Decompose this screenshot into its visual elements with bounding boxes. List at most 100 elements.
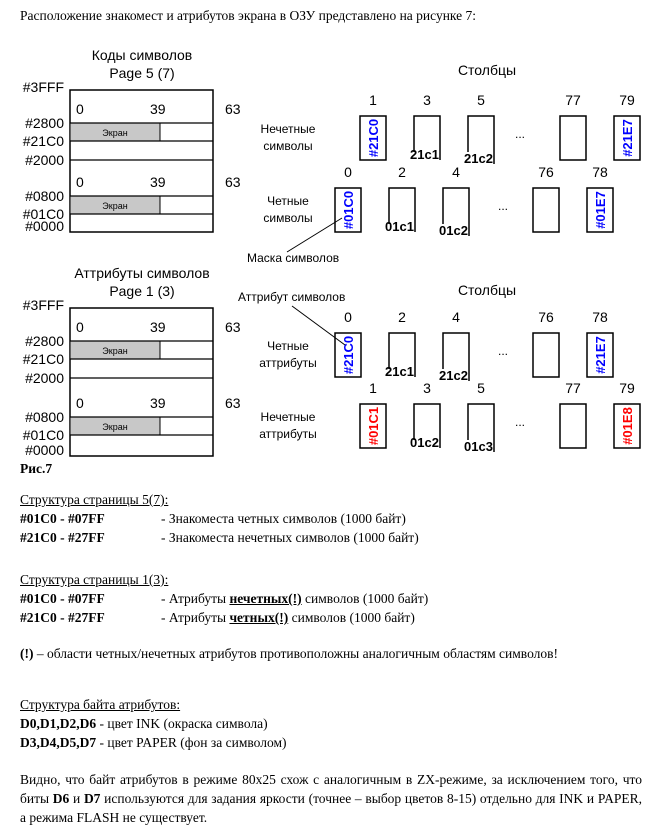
char-cell: [559, 115, 587, 161]
char-cell: [559, 403, 587, 449]
cell-address: #01E8: [620, 407, 635, 445]
cell-address: #01C0: [341, 191, 356, 229]
range-description-end: символов (1000 байт): [301, 591, 429, 606]
memory-map-title: Коды символов: [92, 47, 193, 63]
column-number: 4: [452, 309, 460, 325]
char-cell: [334, 187, 362, 233]
column-index: 63: [225, 319, 241, 335]
column-number: 2: [398, 309, 406, 325]
address-label: #3FFF: [23, 297, 64, 313]
cell-address-offset: 01c1: [385, 219, 414, 234]
column-number: 1: [369, 380, 377, 396]
cell-address-offset: 21c2: [464, 151, 493, 166]
callout-label: Аттрибут символов: [238, 290, 345, 304]
column-number: 77: [565, 92, 581, 108]
memory-map-title: Аттрибуты символов: [74, 265, 209, 281]
column-number: 0: [344, 164, 352, 180]
bit-name: D6: [52, 791, 70, 806]
columns-header: Столбцы: [458, 282, 516, 298]
column-number: 3: [423, 380, 431, 396]
emphasis: четных(!): [229, 610, 289, 625]
note-text: – области четных/нечетных атрибутов прот…: [33, 646, 559, 661]
cell-address: #21C0: [366, 119, 381, 157]
figure-7-diagram: Коды символов Page 5 (7) #3FFF 0 39 63 Экран #2…: [23, 47, 641, 458]
page5-row: #21C0 - #27FF - Знакоместа нечетных симво…: [20, 530, 419, 546]
page1-row: #21C0 - #27FF - Атрибуты четных(!) символ…: [20, 610, 415, 626]
column-index: 0: [76, 101, 84, 117]
char-cell: [532, 332, 560, 378]
cell-address-offset: 01c3: [464, 439, 493, 454]
emphasis: нечетных(!): [229, 591, 302, 606]
address-range: #21C0 - #27FF: [20, 530, 105, 545]
cell-address-offset: 21c1: [410, 147, 439, 162]
address-label: #2800: [25, 333, 64, 349]
column-number: 0: [344, 309, 352, 325]
row-label: Четные: [267, 194, 309, 208]
column-number: 2: [398, 164, 406, 180]
address-range: #01C0 - #07FF: [20, 591, 105, 606]
address-label: #01C0: [23, 427, 64, 443]
char-cell: [532, 187, 560, 233]
page5-heading: Структура страницы 5(7):: [20, 492, 169, 507]
address-label: #21C0: [23, 133, 64, 149]
range-description: - Знакоместа четных символов (1000 байт): [161, 511, 406, 526]
address-label: #2000: [25, 370, 64, 386]
column-index: 63: [225, 101, 241, 117]
column-number: 78: [592, 309, 608, 325]
column-number: 3: [423, 92, 431, 108]
screen-band-label: Экран: [102, 422, 127, 432]
column-index: 63: [225, 174, 241, 190]
row-label: символы: [263, 139, 312, 153]
conclusion-text: используются для задания яркости (точнее…: [20, 791, 642, 825]
column-index: 0: [76, 174, 84, 190]
page1-heading: Структура страницы 1(3):: [20, 572, 169, 587]
column-index: 39: [150, 174, 166, 190]
callout-line: [286, 217, 343, 253]
cell-address: #21C0: [341, 336, 356, 374]
address-range: #21C0 - #27FF: [20, 610, 105, 625]
ellipsis: ...: [515, 415, 525, 429]
column-index: 39: [150, 319, 166, 335]
screen-band-label: Экран: [102, 128, 127, 138]
note-paragraph: (!) – области четных/нечетных атрибутов …: [20, 644, 642, 663]
char-cell-open: [388, 332, 416, 377]
char-cell-open: [413, 403, 441, 448]
bits: D3,D4,D5,D7: [20, 735, 97, 750]
attr-byte-row: D3,D4,D5,D7 - цвет PAPER (фон за символо…: [20, 735, 286, 751]
column-number: 77: [565, 380, 581, 396]
column-index: 63: [225, 395, 241, 411]
char-cell: [586, 332, 614, 378]
column-number: 78: [592, 164, 608, 180]
bit-name: D7: [83, 791, 101, 806]
char-cell: [586, 187, 614, 233]
address-label: #0000: [25, 218, 64, 234]
note-mark: (!): [20, 646, 34, 661]
callout-label: Маска символов: [247, 251, 339, 265]
char-cell-open: [442, 187, 470, 236]
ellipsis: ...: [498, 344, 508, 358]
screen-band-label: Экран: [102, 346, 127, 356]
page1-row: #01C0 - #07FF - Атрибуты нечетных(!) симв…: [20, 591, 428, 607]
columns-header: Столбцы: [458, 62, 516, 78]
intro-text: Расположение знакомест и атрибутов экран…: [20, 8, 477, 23]
page5-row: #01C0 - #07FF - Знакоместа четных символо…: [20, 511, 406, 527]
column-number: 4: [452, 164, 460, 180]
memory-map-box: [69, 307, 214, 457]
row-label: Нечетные: [261, 122, 316, 136]
bits-description: - цвет PAPER (фон за символом): [96, 735, 287, 750]
char-cell: [613, 403, 641, 449]
ellipsis: ...: [515, 127, 525, 141]
char-cell: [359, 403, 387, 449]
cell-address: #21E7: [620, 119, 635, 157]
char-cell-open: [388, 187, 416, 232]
attr-byte-heading: Структура байта атрибутов:: [20, 697, 181, 712]
char-cell: [334, 332, 362, 378]
range-description: - Атрибуты: [161, 591, 230, 606]
conclusion-text: и: [69, 791, 84, 806]
row-label: Четные: [267, 339, 309, 353]
cell-address-offset: 01c2: [439, 223, 468, 238]
address-range: #01C0 - #07FF: [20, 511, 105, 526]
row-label: аттрибуты: [259, 356, 317, 370]
column-number: 79: [619, 380, 635, 396]
char-cell: [613, 115, 641, 161]
